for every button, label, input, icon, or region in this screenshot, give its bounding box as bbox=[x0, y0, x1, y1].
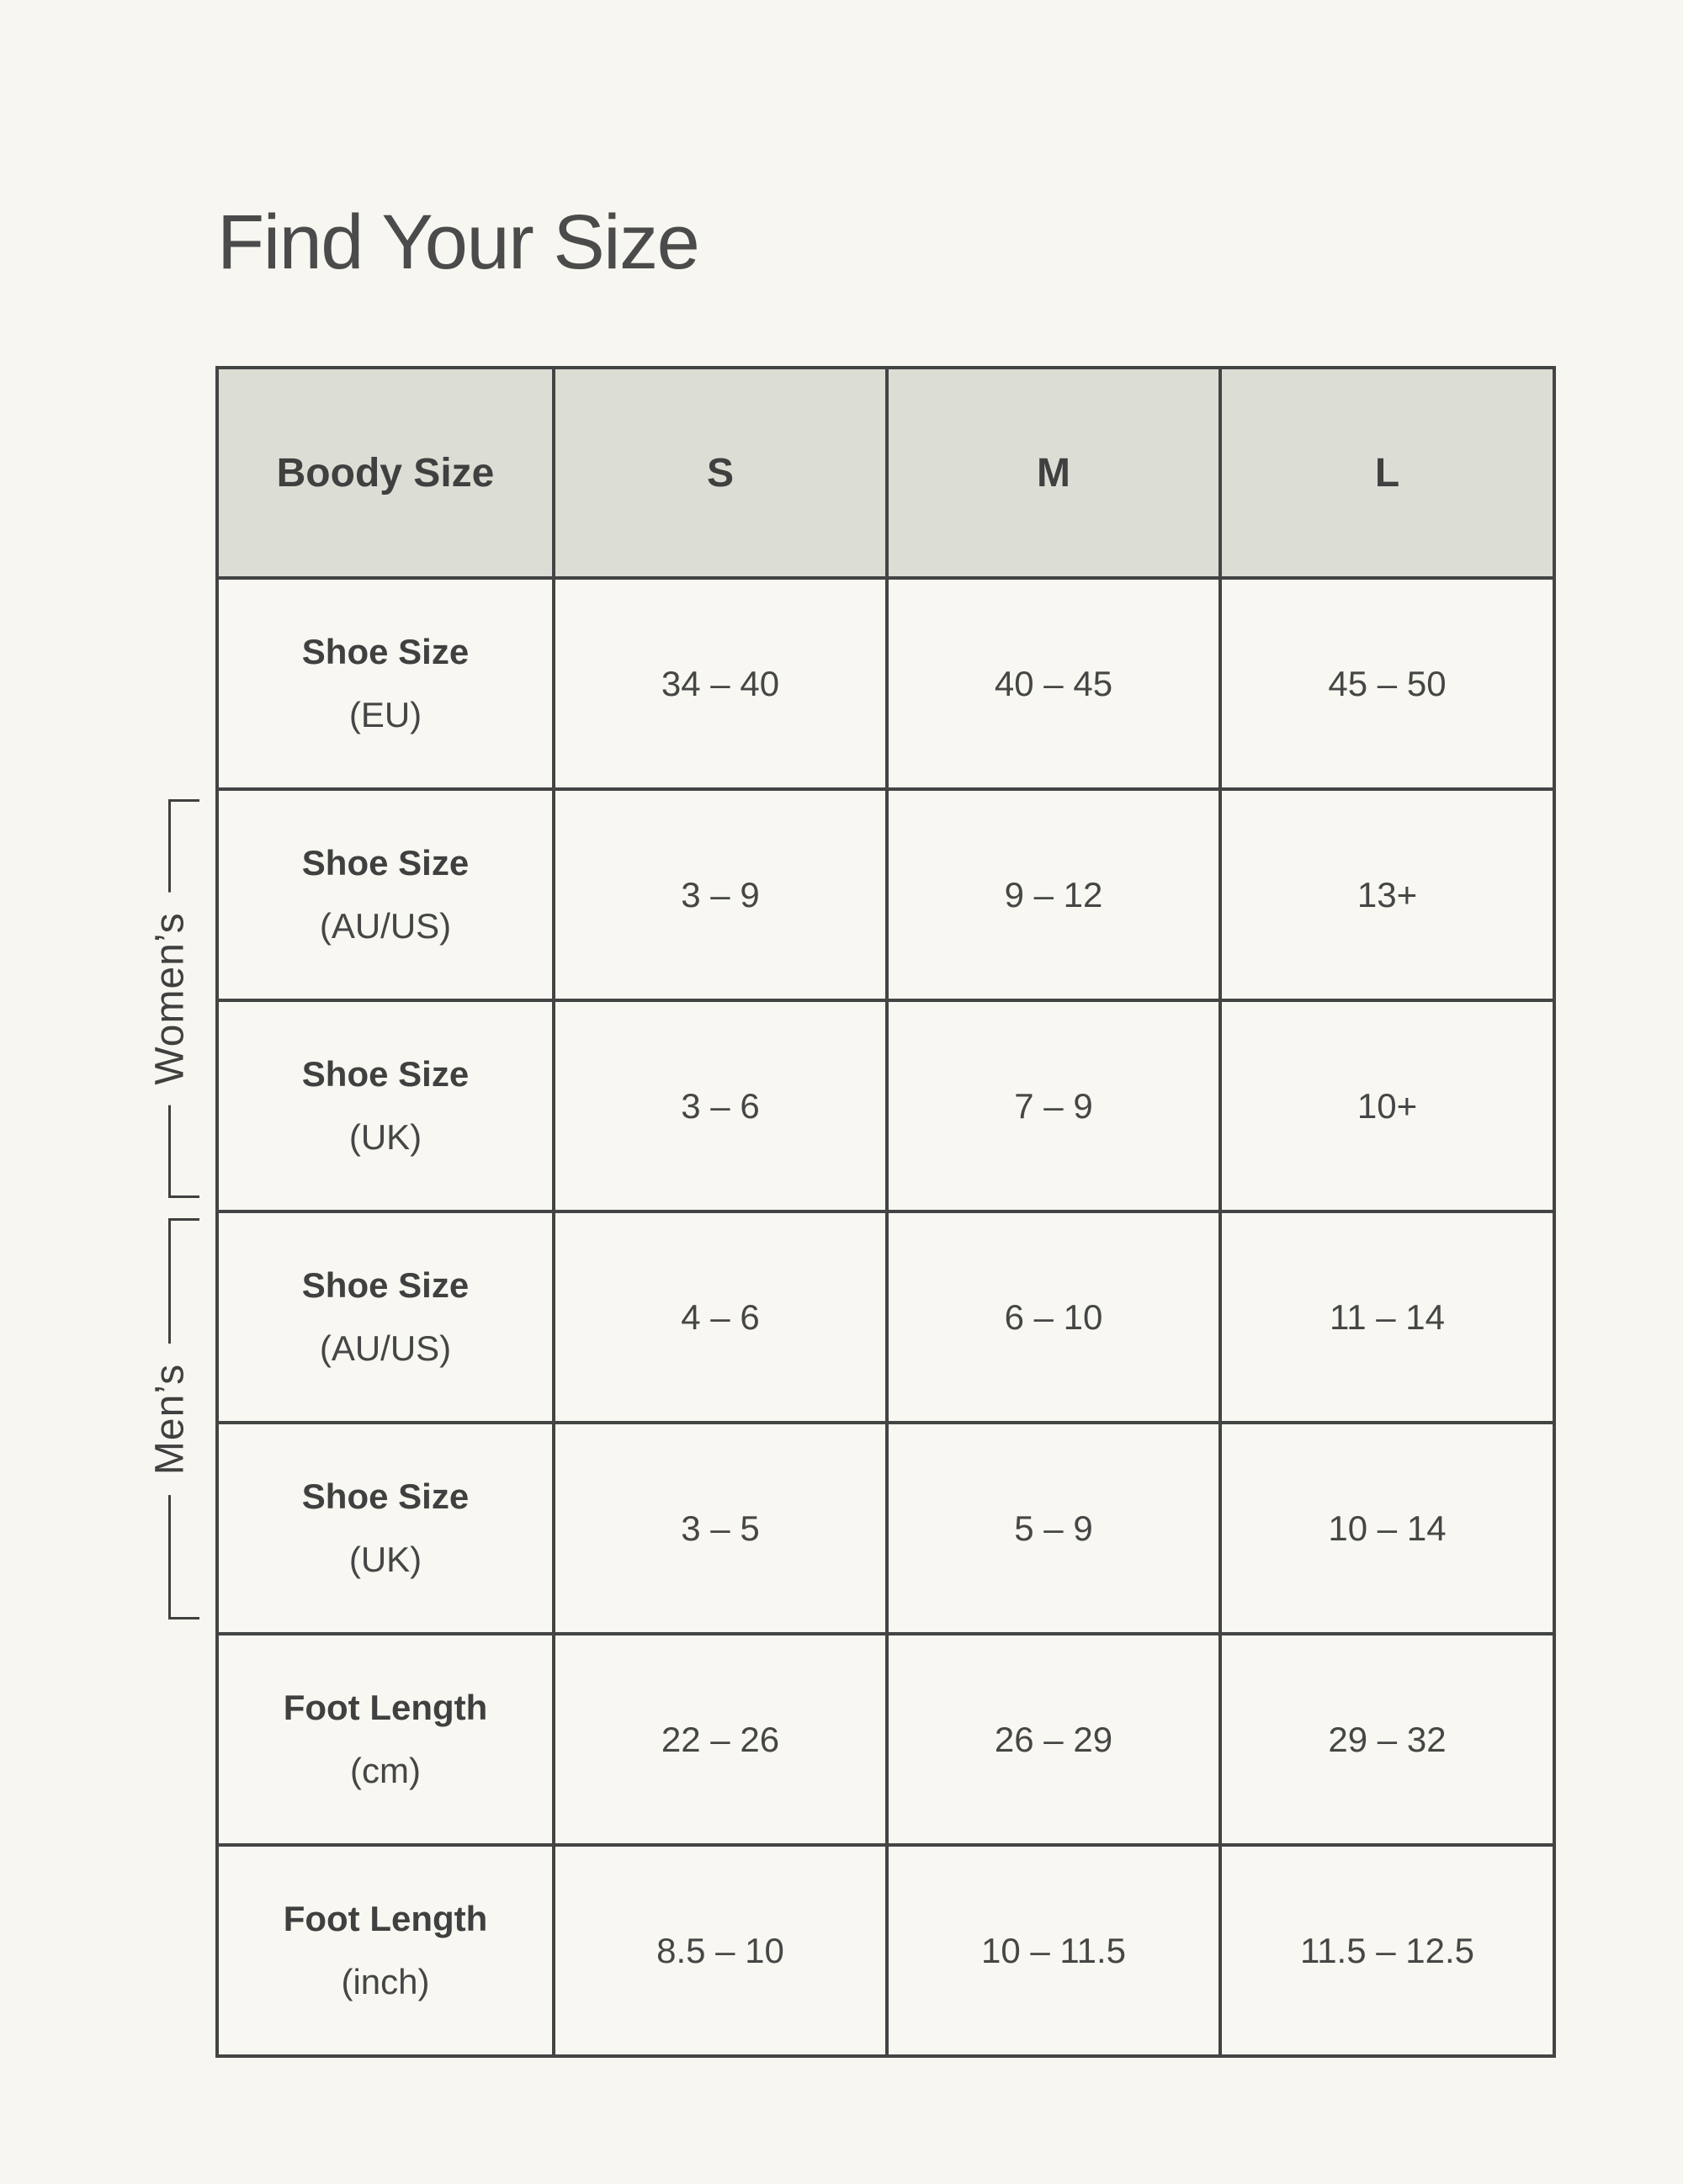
row-label: Shoe Size bbox=[301, 1265, 470, 1306]
cell-value: 13+ bbox=[1218, 787, 1556, 1002]
row-sublabel: (AU/US) bbox=[319, 1328, 452, 1368]
row-header-cell: Shoe Size (AU/US) bbox=[215, 787, 555, 1002]
cell-value: 10 – 11.5 bbox=[885, 1843, 1222, 2058]
header-size-l: L bbox=[1218, 366, 1556, 580]
cell-value: 6 – 10 bbox=[885, 1210, 1222, 1424]
mens-section-label: Men’s bbox=[140, 1343, 199, 1495]
womens-section-bracket: Women’s bbox=[140, 799, 199, 1198]
cell-value: 45 – 50 bbox=[1218, 576, 1556, 791]
table-row-shoe-size-eu: Shoe Size (EU) 34 – 40 40 – 45 45 – 50 bbox=[215, 576, 1556, 791]
page-title: Find Your Size bbox=[217, 199, 700, 285]
cell-value: 4 – 6 bbox=[552, 1210, 889, 1424]
cell-value: 11 – 14 bbox=[1218, 1210, 1556, 1424]
cell-value: 22 – 26 bbox=[552, 1632, 889, 1847]
row-label: Shoe Size bbox=[301, 843, 470, 883]
row-header-cell: Foot Length (inch) bbox=[215, 1843, 555, 2058]
cell-value: 10+ bbox=[1218, 999, 1556, 1213]
row-header-cell: Shoe Size (UK) bbox=[215, 999, 555, 1213]
cell-value: 7 – 9 bbox=[885, 999, 1222, 1213]
row-header-cell: Shoe Size (UK) bbox=[215, 1421, 555, 1635]
row-sublabel: (cm) bbox=[350, 1750, 421, 1790]
cell-value: 34 – 40 bbox=[552, 576, 889, 791]
cell-value: 11.5 – 12.5 bbox=[1218, 1843, 1556, 2058]
table-row-mens-shoe-size-auus: Shoe Size (AU/US) 4 – 6 6 – 10 11 – 14 bbox=[215, 1210, 1556, 1424]
row-header-cell: Shoe Size (AU/US) bbox=[215, 1210, 555, 1424]
cell-value: 3 – 5 bbox=[552, 1421, 889, 1635]
table-row-mens-shoe-size-uk: Shoe Size (UK) 3 – 5 5 – 9 10 – 14 bbox=[215, 1421, 1556, 1635]
table-row-womens-shoe-size-uk: Shoe Size (UK) 3 – 6 7 – 9 10+ bbox=[215, 999, 1556, 1213]
cell-value: 29 – 32 bbox=[1218, 1632, 1556, 1847]
row-label: Foot Length bbox=[283, 1688, 488, 1728]
row-label: Shoe Size bbox=[301, 1476, 470, 1517]
mens-section-bracket: Men’s bbox=[140, 1218, 199, 1619]
cell-value: 9 – 12 bbox=[885, 787, 1222, 1002]
header-size-s: S bbox=[552, 366, 889, 580]
header-size-m: M bbox=[885, 366, 1222, 580]
cell-value: 5 – 9 bbox=[885, 1421, 1222, 1635]
cell-value: 8.5 – 10 bbox=[552, 1843, 889, 2058]
table-row-foot-length-inch: Foot Length (inch) 8.5 – 10 10 – 11.5 11… bbox=[215, 1843, 1556, 2058]
size-chart-table: Boody Size S M L Shoe Size (EU) 34 – 40 … bbox=[215, 366, 1556, 2058]
row-sublabel: (UK) bbox=[348, 1116, 422, 1157]
cell-value: 3 – 9 bbox=[552, 787, 889, 1002]
cell-value: 40 – 45 bbox=[885, 576, 1222, 791]
womens-section-label: Women’s bbox=[140, 892, 199, 1105]
table-header-row: Boody Size S M L bbox=[215, 366, 1556, 580]
cell-value: 10 – 14 bbox=[1218, 1421, 1556, 1635]
row-sublabel: (UK) bbox=[348, 1539, 422, 1579]
header-boody-size: Boody Size bbox=[215, 366, 555, 580]
row-label: Shoe Size bbox=[301, 632, 470, 672]
row-sublabel: (AU/US) bbox=[319, 905, 452, 946]
table-row-womens-shoe-size-auus: Shoe Size (AU/US) 3 – 9 9 – 12 13+ bbox=[215, 787, 1556, 1002]
cell-value: 26 – 29 bbox=[885, 1632, 1222, 1847]
row-sublabel: (EU) bbox=[348, 694, 422, 734]
row-header-cell: Shoe Size (EU) bbox=[215, 576, 555, 791]
cell-value: 3 – 6 bbox=[552, 999, 889, 1213]
row-label: Foot Length bbox=[283, 1899, 488, 1939]
row-label: Shoe Size bbox=[301, 1054, 470, 1095]
row-sublabel: (inch) bbox=[341, 1961, 430, 2001]
table-row-foot-length-cm: Foot Length (cm) 22 – 26 26 – 29 29 – 32 bbox=[215, 1632, 1556, 1847]
row-header-cell: Foot Length (cm) bbox=[215, 1632, 555, 1847]
